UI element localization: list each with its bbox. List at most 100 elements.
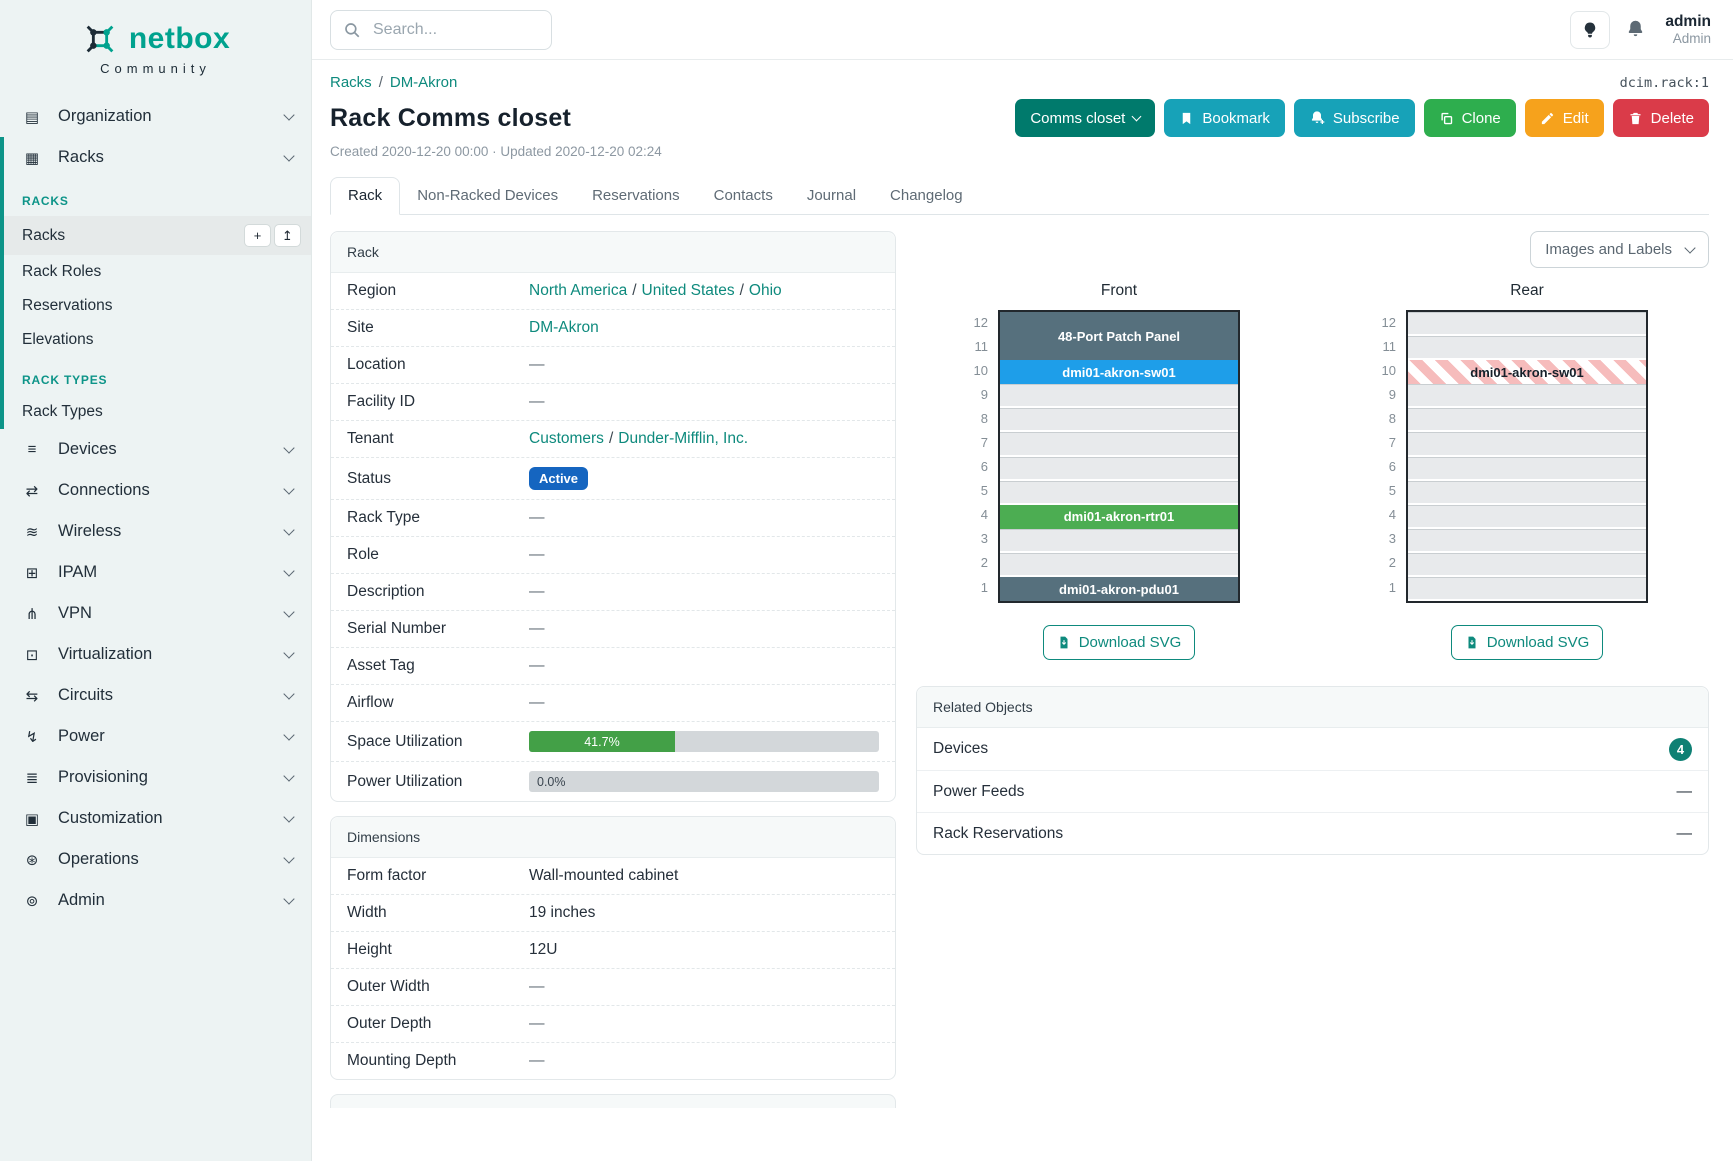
power-icon: ↯ <box>25 728 39 746</box>
subscribe-button[interactable]: Subscribe <box>1293 99 1415 137</box>
clone-button[interactable]: Clone <box>1423 99 1516 137</box>
value-text: 12U <box>529 941 558 958</box>
provisioning-icon: ≣ <box>25 769 39 787</box>
attr-value: — <box>529 1052 879 1070</box>
tab-non-racked-devices[interactable]: Non-Racked Devices <box>400 177 575 214</box>
rack-device-dmi01-akron-pdu01[interactable]: dmi01-akron-pdu01 <box>1000 577 1238 602</box>
attr-value: 41.7% <box>529 731 879 752</box>
customization-icon: ▣ <box>24 810 40 828</box>
attr-label: Serial Number <box>347 620 447 637</box>
value-link-north-america[interactable]: North America <box>529 282 628 299</box>
logo[interactable]: netbox Community <box>0 0 311 80</box>
rack-device-dmi01-akron-sw01[interactable]: dmi01-akron-sw01 <box>1000 360 1238 385</box>
sidebar-item-reservations[interactable]: Reservations <box>4 289 311 323</box>
download-svg-rear-button[interactable]: Download SVG <box>1450 625 1604 661</box>
sidebar-item-customization[interactable]: ▣ Customization <box>0 798 311 839</box>
topbar: admin Admin <box>312 0 1733 60</box>
pencil-icon <box>1540 111 1555 126</box>
import-racks-button[interactable]: ↥ <box>274 224 301 247</box>
attr-value: — <box>529 620 879 638</box>
unit-number: 5 <box>1388 483 1396 499</box>
sidebar-nav: ▤ Organization ▦ Racks RACKS Racks + ↥ Rack Role… <box>0 96 311 921</box>
sidebar-item-ipam[interactable]: ⊞ IPAM <box>0 552 311 593</box>
value-link-customers[interactable]: Customers <box>529 430 604 447</box>
tab-changelog[interactable]: Changelog <box>873 177 980 214</box>
attr-value: — <box>529 509 879 527</box>
download-svg-label: Download SVG <box>1078 634 1182 652</box>
value-link-united-states[interactable]: United States <box>641 282 735 299</box>
breadcrumb-link-dm-akron[interactable]: DM-Akron <box>389 74 458 91</box>
sidebar-item-circuits[interactable]: ⇆ Circuits <box>0 675 311 716</box>
search-box[interactable] <box>330 9 552 50</box>
elevation-view-dropdown[interactable]: Images and Labels <box>1530 231 1709 268</box>
attr-label: Width <box>347 904 387 921</box>
notifications-button[interactable] <box>1625 19 1646 40</box>
breadcrumb-separator: / <box>378 74 383 91</box>
clone-label: Clone <box>1461 109 1501 127</box>
download-svg-label: Download SVG <box>1486 634 1590 652</box>
sidebar-item-organization[interactable]: ▤ Organization <box>0 96 311 137</box>
rear-rack-diagram: dmi01-akron-sw01 <box>1406 310 1648 604</box>
sidebar-item-vpn[interactable]: ⋔ VPN <box>0 593 311 634</box>
chevron-down-icon <box>283 483 295 495</box>
unit-number: 12 <box>973 314 988 330</box>
sidebar-item-racks[interactable]: ▦ Racks <box>4 137 311 178</box>
sidebar-item-admin[interactable]: ⊚ Admin <box>0 880 311 921</box>
sidebar-item-devices[interactable]: ≡ Devices <box>0 429 311 470</box>
page-title: Rack Comms closet <box>330 103 571 132</box>
logo-text: netbox <box>128 22 231 55</box>
status-dropdown-button[interactable]: Comms closet <box>1015 99 1156 137</box>
operations-icon: ⊛ <box>25 851 39 869</box>
unit-number: 6 <box>980 459 988 475</box>
value-link-ohio[interactable]: Ohio <box>748 282 782 299</box>
sidebar-item-label: Power <box>58 727 105 745</box>
sidebar-item-provisioning[interactable]: ≣ Provisioning <box>0 757 311 798</box>
rack-device-dmi01-akron-sw01[interactable]: dmi01-akron-sw01 <box>1408 360 1646 385</box>
edit-label: Edit <box>1562 109 1589 127</box>
tab-journal[interactable]: Journal <box>790 177 873 214</box>
sidebar-item-label: Reservations <box>22 297 113 314</box>
sidebar-item-rack-roles[interactable]: Rack Roles <box>4 255 311 289</box>
bookmark-button[interactable]: Bookmark <box>1164 99 1285 137</box>
attr-row-status: Status Active <box>331 457 895 499</box>
value-link-dm-akron[interactable]: DM-Akron <box>529 319 599 336</box>
attr-label: Location <box>347 356 406 373</box>
link-separator: / <box>739 282 744 299</box>
chevron-down-icon <box>283 811 295 823</box>
download-svg-front-button[interactable]: Download SVG <box>1042 625 1196 661</box>
value-link-dunder-mifflin-inc[interactable]: Dunder-Mifflin, Inc. <box>618 430 749 447</box>
add-rack-button[interactable]: + <box>244 224 271 247</box>
attr-row-rack-type: Rack Type — <box>331 499 895 536</box>
sidebar-item-wireless[interactable]: ≋ Wireless <box>0 511 311 552</box>
sidebar-item-connections[interactable]: ⇄ Connections <box>0 470 311 511</box>
attr-row-form-factor: Form factor Wall-mounted cabinet <box>331 858 895 894</box>
attr-row-power-utilization: Power Utilization 0.0% <box>331 761 895 801</box>
rack-elevation-front: Front 12 11 10 9 8 7 6 5 4 3 2 1 48-Port Patch Pane… <box>962 282 1240 661</box>
attr-label: Tenant <box>347 430 394 447</box>
tab-contacts[interactable]: Contacts <box>697 177 790 214</box>
tab-reservations[interactable]: Reservations <box>575 177 697 214</box>
chevron-down-icon <box>283 565 295 577</box>
rack-device-dmi01-akron-rtr01[interactable]: dmi01-akron-rtr01 <box>1000 504 1238 529</box>
sidebar-item-operations[interactable]: ⊛ Operations <box>0 839 311 880</box>
attr-value: — <box>529 1015 879 1033</box>
delete-button[interactable]: Delete <box>1612 99 1709 137</box>
sidebar-item-power[interactable]: ↯ Power <box>0 716 311 757</box>
sidebar-item-virtualization[interactable]: ⊡ Virtualization <box>0 634 311 675</box>
sidebar-item-rack-types[interactable]: Rack Types <box>4 395 311 429</box>
sidebar-item-label: Rack Roles <box>22 263 102 280</box>
tab-rack[interactable]: Rack <box>330 177 401 215</box>
related-row-power-feeds: Power Feeds — <box>917 770 1708 812</box>
sidebar-item-racks[interactable]: Racks + ↥ <box>4 216 311 255</box>
search-input[interactable] <box>371 19 539 40</box>
rack-device-48-port-patch-panel[interactable]: 48-Port Patch Panel <box>1000 312 1238 361</box>
breadcrumb-link-racks[interactable]: Racks <box>330 74 372 91</box>
user-menu[interactable]: admin Admin <box>1665 13 1711 46</box>
attr-value: 12U <box>529 941 879 959</box>
theme-toggle-button[interactable] <box>1570 10 1611 49</box>
sidebar-item-elevations[interactable]: Elevations <box>4 323 311 357</box>
edit-button[interactable]: Edit <box>1524 99 1604 137</box>
attr-label: Description <box>347 583 425 600</box>
related-row-devices[interactable]: Devices 4 <box>917 728 1708 770</box>
attr-value: 19 inches <box>529 904 879 922</box>
